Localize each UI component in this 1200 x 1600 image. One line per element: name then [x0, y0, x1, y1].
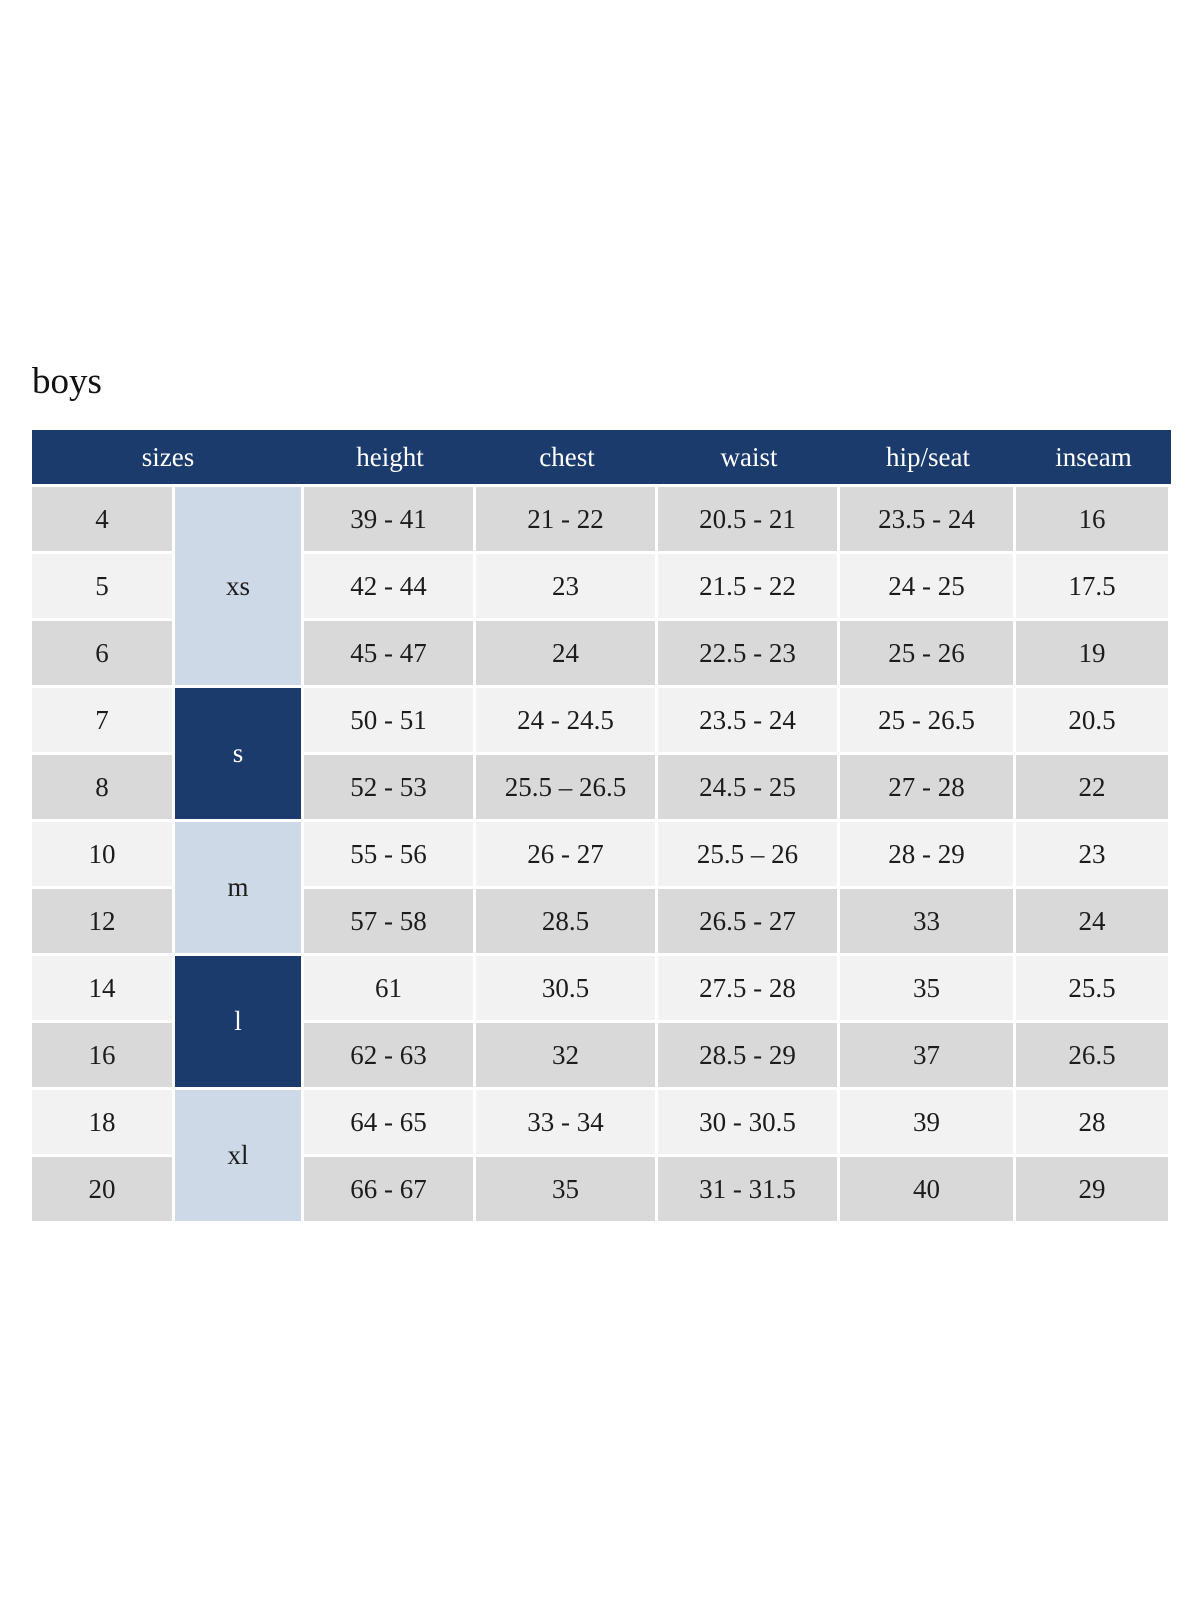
size-number-cell: 8	[32, 755, 175, 822]
hip-seat-cell: 35	[840, 956, 1016, 1023]
inseam-cell: 22	[1016, 755, 1171, 822]
waist-cell: 23.5 - 24	[658, 688, 840, 755]
chest-cell: 21 - 22	[476, 487, 658, 554]
inseam-cell: 17.5	[1016, 554, 1171, 621]
waist-cell: 25.5 – 26	[658, 822, 840, 889]
size-number-cell: 18	[32, 1090, 175, 1157]
inseam-cell: 26.5	[1016, 1023, 1171, 1090]
height-cell: 62 - 63	[304, 1023, 476, 1090]
size-group-cell-s: s	[175, 688, 304, 822]
size-number-cell: 14	[32, 956, 175, 1023]
waist-cell: 21.5 - 22	[658, 554, 840, 621]
column-header-height: height	[304, 430, 476, 487]
height-cell: 45 - 47	[304, 621, 476, 688]
chest-cell: 24 - 24.5	[476, 688, 658, 755]
inseam-cell: 19	[1016, 621, 1171, 688]
inseam-cell: 20.5	[1016, 688, 1171, 755]
size-number-cell: 6	[32, 621, 175, 688]
waist-cell: 28.5 - 29	[658, 1023, 840, 1090]
height-cell: 57 - 58	[304, 889, 476, 956]
size-number-cell: 10	[32, 822, 175, 889]
chest-cell: 32	[476, 1023, 658, 1090]
size-number-cell: 20	[32, 1157, 175, 1224]
height-cell: 66 - 67	[304, 1157, 476, 1224]
size-number-cell: 4	[32, 487, 175, 554]
height-cell: 50 - 51	[304, 688, 476, 755]
chest-cell: 23	[476, 554, 658, 621]
hip-seat-cell: 25 - 26	[840, 621, 1016, 688]
height-cell: 64 - 65	[304, 1090, 476, 1157]
size-number-cell: 5	[32, 554, 175, 621]
size-number-cell: 7	[32, 688, 175, 755]
inseam-cell: 23	[1016, 822, 1171, 889]
column-header-waist: waist	[658, 430, 840, 487]
inseam-cell: 25.5	[1016, 956, 1171, 1023]
page-title: boys	[32, 361, 102, 402]
size-number-cell: 16	[32, 1023, 175, 1090]
chest-cell: 26 - 27	[476, 822, 658, 889]
chest-cell: 33 - 34	[476, 1090, 658, 1157]
height-cell: 61	[304, 956, 476, 1023]
height-cell: 55 - 56	[304, 822, 476, 889]
height-cell: 42 - 44	[304, 554, 476, 621]
size-group-cell-xs: xs	[175, 487, 304, 688]
height-cell: 52 - 53	[304, 755, 476, 822]
waist-cell: 30 - 30.5	[658, 1090, 840, 1157]
height-cell: 39 - 41	[304, 487, 476, 554]
hip-seat-cell: 23.5 - 24	[840, 487, 1016, 554]
size-group-cell-m: m	[175, 822, 304, 956]
waist-cell: 31 - 31.5	[658, 1157, 840, 1224]
hip-seat-cell: 39	[840, 1090, 1016, 1157]
inseam-cell: 16	[1016, 487, 1171, 554]
size-number-cell: 12	[32, 889, 175, 956]
waist-cell: 27.5 - 28	[658, 956, 840, 1023]
size-group-cell-xl: xl	[175, 1090, 304, 1224]
hip-seat-cell: 28 - 29	[840, 822, 1016, 889]
chest-cell: 24	[476, 621, 658, 688]
chest-cell: 35	[476, 1157, 658, 1224]
hip-seat-cell: 33	[840, 889, 1016, 956]
column-header-chest: chest	[476, 430, 658, 487]
column-header-inseam: inseam	[1016, 430, 1171, 487]
column-header-sizes: sizes	[32, 430, 304, 487]
waist-cell: 20.5 - 21	[658, 487, 840, 554]
hip-seat-cell: 25 - 26.5	[840, 688, 1016, 755]
inseam-cell: 29	[1016, 1157, 1171, 1224]
hip-seat-cell: 40	[840, 1157, 1016, 1224]
hip-seat-cell: 24 - 25	[840, 554, 1016, 621]
column-header-hip-seat: hip/seat	[840, 430, 1016, 487]
chest-cell: 28.5	[476, 889, 658, 956]
chest-cell: 30.5	[476, 956, 658, 1023]
inseam-cell: 28	[1016, 1090, 1171, 1157]
size-group-cell-l: l	[175, 956, 304, 1090]
chest-cell: 25.5 – 26.5	[476, 755, 658, 822]
hip-seat-cell: 37	[840, 1023, 1016, 1090]
waist-cell: 26.5 - 27	[658, 889, 840, 956]
inseam-cell: 24	[1016, 889, 1171, 956]
hip-seat-cell: 27 - 28	[840, 755, 1016, 822]
waist-cell: 22.5 - 23	[658, 621, 840, 688]
waist-cell: 24.5 - 25	[658, 755, 840, 822]
size-chart-table: sizes height chest waist hip/seat inseam…	[32, 430, 1171, 1224]
